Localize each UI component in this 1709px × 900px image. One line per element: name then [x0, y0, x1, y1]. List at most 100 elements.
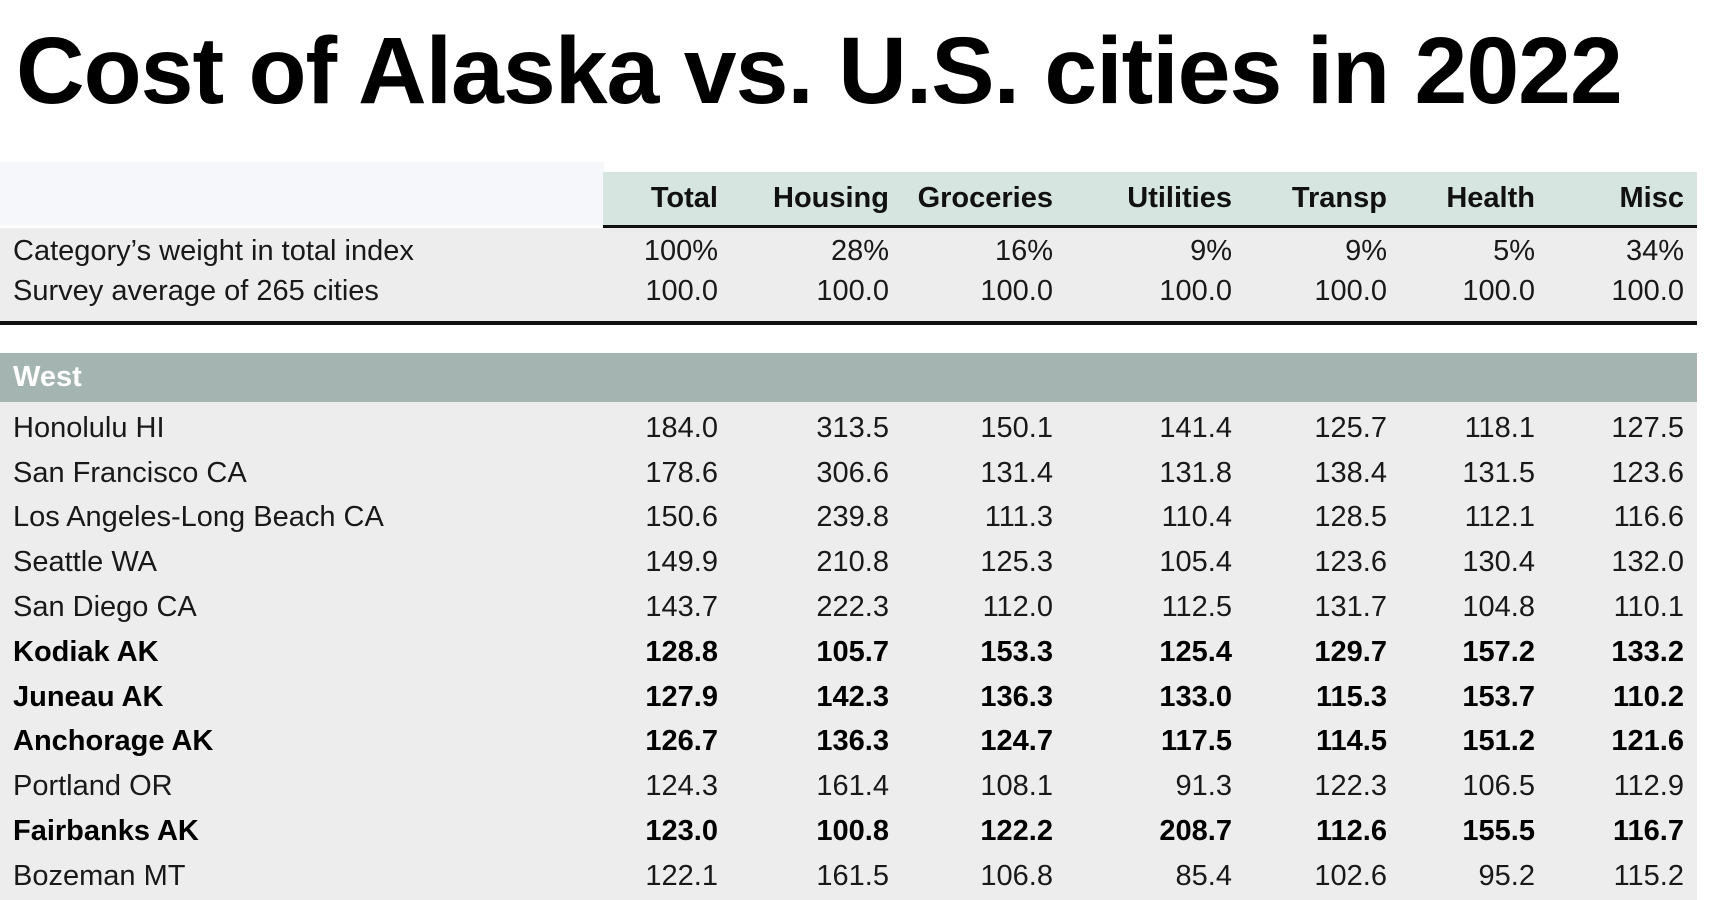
row-label: Kodiak AK: [13, 635, 159, 668]
row-value: 118.1: [1464, 411, 1535, 444]
row-label: San Francisco CA: [13, 456, 247, 489]
row-value: 133.0: [1159, 680, 1232, 713]
row-label: Fairbanks AK: [13, 815, 199, 848]
row-value: 125.3: [980, 546, 1053, 579]
row-value: 114.5: [1316, 725, 1387, 758]
row-value: 153.7: [1462, 680, 1535, 713]
row-value: 102.6: [1314, 859, 1387, 892]
table-row: Anchorage AK 126.7 136.3 124.7 117.5 114.5 151…: [0, 720, 1697, 765]
header-label-band: [0, 162, 604, 225]
column-header-misc: Misc: [1619, 182, 1684, 214]
row-value: 155.5: [1462, 815, 1535, 848]
row-value: 306.6: [816, 456, 889, 489]
row-value: 112.9: [1613, 770, 1684, 803]
row-value: 110.4: [1161, 501, 1232, 534]
row-value: 123.6: [1314, 546, 1387, 579]
row-value: 149.9: [645, 546, 718, 579]
row-value: 100.0: [1462, 274, 1535, 307]
row-value: 104.8: [1462, 591, 1535, 624]
row-value: 100.0: [645, 274, 718, 307]
row-value: 117.5: [1161, 725, 1232, 758]
row-value: 128.8: [645, 635, 718, 668]
row-label: San Diego CA: [13, 591, 197, 624]
column-header-housing: Housing: [773, 182, 889, 214]
row-label: Bozeman MT: [13, 859, 186, 892]
row-value: 105.4: [1159, 546, 1232, 579]
row-value: 106.5: [1462, 770, 1535, 803]
column-header-health: Health: [1446, 182, 1535, 214]
row-value: 115.2: [1613, 859, 1684, 892]
table-row: San Francisco CA 178.6 306.6 131.4 131.8 138.…: [0, 451, 1697, 496]
row-label: Seattle WA: [13, 546, 157, 579]
row-value: 16%: [994, 234, 1053, 267]
row-value: 124.3: [645, 770, 718, 803]
row-value: 151.2: [1462, 725, 1535, 758]
row-value: 178.6: [645, 456, 718, 489]
row-value: 123.0: [645, 815, 718, 848]
row-value: 125.7: [1314, 411, 1387, 444]
row-value: 208.7: [1159, 815, 1232, 848]
table-row: Seattle WA 149.9 210.8 125.3 105.4 123.6 130.4…: [0, 540, 1697, 585]
row-value: 124.7: [980, 725, 1053, 758]
header-underline: [603, 225, 1697, 228]
table-row: Category’s weight in total index 100% 28% 1…: [0, 231, 1697, 271]
row-value: 100.0: [980, 274, 1053, 307]
row-value: 125.4: [1159, 635, 1232, 668]
row-value: 129.7: [1314, 635, 1387, 668]
row-value: 116.6: [1613, 501, 1684, 534]
city-rows-band: Honolulu HI 184.0 313.5 150.1 141.4 125.7 118.…: [0, 402, 1697, 900]
table-row: Fairbanks AK 123.0 100.8 122.2 208.7 112.6 155…: [0, 809, 1697, 854]
row-value: 115.3: [1316, 680, 1387, 713]
row-value: 132.0: [1611, 546, 1684, 579]
row-label: Anchorage AK: [13, 725, 214, 758]
row-value: 150.1: [980, 411, 1053, 444]
row-value: 112.6: [1316, 815, 1387, 848]
row-value: 111.3: [984, 501, 1053, 534]
row-value: 133.2: [1611, 635, 1684, 668]
row-value: 116.7: [1613, 815, 1684, 848]
row-value: 100.0: [816, 274, 889, 307]
row-value: 131.4: [980, 456, 1053, 489]
row-label: Los Angeles-Long Beach CA: [13, 501, 384, 534]
row-value: 157.2: [1462, 635, 1535, 668]
header-green-band: [603, 172, 1697, 225]
row-value: 100.8: [816, 815, 889, 848]
page-title: Cost of Alaska vs. U.S. cities in 2022: [16, 18, 1623, 124]
row-value: 131.7: [1314, 591, 1387, 624]
row-value: 153.3: [980, 635, 1053, 668]
row-value: 126.7: [645, 725, 718, 758]
row-value: 122.3: [1314, 770, 1387, 803]
row-value: 122.2: [980, 815, 1053, 848]
row-value: 127.9: [645, 680, 718, 713]
row-value: 95.2: [1478, 859, 1535, 892]
row-value: 100%: [643, 234, 718, 267]
row-value: 123.6: [1611, 456, 1684, 489]
column-header-total: Total: [650, 182, 718, 214]
table-row: Portland OR 124.3 161.4 108.1 91.3 122.3 106.5…: [0, 764, 1697, 809]
row-value: 112.5: [1161, 591, 1232, 624]
row-value: 127.5: [1611, 411, 1684, 444]
weights-underline: [0, 321, 1697, 325]
row-value: 105.7: [816, 635, 889, 668]
column-header-groceries: Groceries: [917, 182, 1053, 214]
row-value: 141.4: [1159, 411, 1232, 444]
row-value: 91.3: [1175, 770, 1232, 803]
row-value: 313.5: [816, 411, 889, 444]
column-header-row: Total Housing Groceries Utilities Transp…: [0, 172, 1697, 225]
row-value: 130.4: [1462, 546, 1535, 579]
row-value: 136.3: [816, 725, 889, 758]
table-row: Kodiak AK 128.8 105.7 153.3 125.4 129.7 157.2 1…: [0, 630, 1697, 675]
row-value: 110.2: [1613, 680, 1684, 713]
row-value: 136.3: [980, 680, 1053, 713]
row-value: 122.1: [645, 859, 718, 892]
row-value: 143.7: [645, 591, 718, 624]
row-value: 210.8: [816, 546, 889, 579]
row-value: 131.8: [1159, 456, 1232, 489]
row-value: 9%: [1190, 234, 1232, 267]
row-value: 161.5: [816, 859, 889, 892]
section-label: West: [13, 361, 82, 393]
table-row: Juneau AK 127.9 142.3 136.3 133.0 115.3 153.7 1…: [0, 675, 1697, 720]
row-value: 239.8: [816, 501, 889, 534]
row-value: 110.1: [1613, 591, 1684, 624]
